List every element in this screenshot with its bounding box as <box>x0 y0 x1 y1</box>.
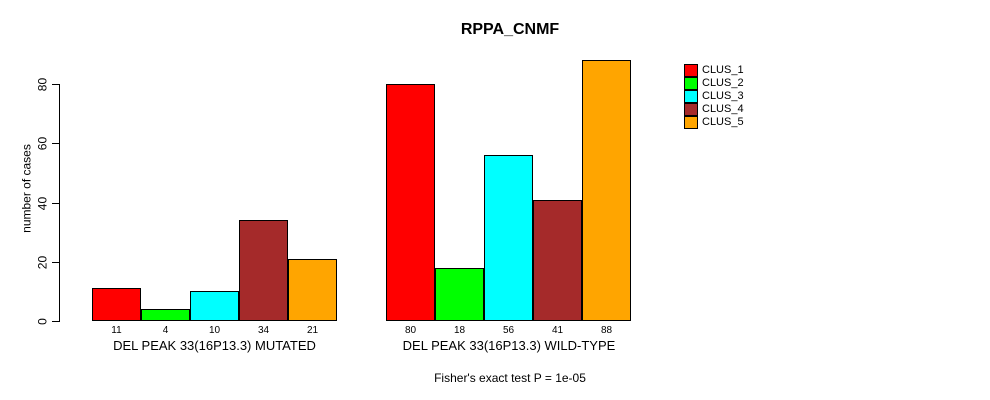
y-tick-label: 60 <box>35 136 50 151</box>
bar-clus_3-group1 <box>190 291 239 321</box>
bar-value-label: 10 <box>208 325 221 336</box>
legend-label: CLUS_5 <box>702 116 744 128</box>
legend-label: CLUS_2 <box>702 77 744 89</box>
legend-item: CLUS_5 <box>684 116 744 129</box>
legend-swatch-clus_3 <box>684 90 698 103</box>
y-axis-title: number of cases <box>19 144 34 233</box>
x-group-label-mutated: DEL PEAK 33(16P13.3) MUTATED <box>113 338 316 353</box>
y-tick-label: 40 <box>35 196 50 211</box>
bar-value-label: 11 <box>111 325 122 336</box>
legend-item: CLUS_1 <box>684 64 744 77</box>
bar-clus_4-group1 <box>239 220 288 321</box>
legend-swatch-clus_4 <box>684 103 698 116</box>
bar-clus_4-group2 <box>533 200 582 321</box>
legend-item: CLUS_2 <box>684 77 744 90</box>
chart-title: RPPA_CNMF <box>460 21 560 38</box>
legend-label: CLUS_3 <box>702 90 744 102</box>
bar-value-label: 88 <box>600 325 613 336</box>
y-tick <box>52 84 59 85</box>
bar-clus_5-group2 <box>582 60 631 321</box>
y-tick-label: 0 <box>35 318 50 325</box>
stat-annotation: Fisher's exact test P = 1e-05 <box>434 371 586 385</box>
bar-clus_2-group1 <box>141 309 190 321</box>
bar-value-label: 56 <box>502 325 515 336</box>
legend-swatch-clus_1 <box>684 64 698 77</box>
legend-item: CLUS_3 <box>684 90 744 103</box>
y-tick-label: 20 <box>35 255 50 270</box>
legend-swatch-clus_5 <box>684 116 698 129</box>
y-tick <box>52 203 59 204</box>
y-tick-label: 80 <box>35 77 50 92</box>
y-tick <box>52 143 59 144</box>
bar-value-label: 4 <box>162 325 169 336</box>
bar-clus_1-group1 <box>92 288 141 321</box>
bar-clus_2-group2 <box>435 268 484 321</box>
bar-value-label: 80 <box>404 325 417 336</box>
y-tick <box>52 262 59 263</box>
legend-label: CLUS_1 <box>702 64 744 76</box>
legend-item: CLUS_4 <box>684 103 744 116</box>
legend: CLUS_1 CLUS_2 CLUS_3 CLUS_4 CLUS_5 <box>684 64 744 129</box>
bar-value-label: 18 <box>453 325 466 336</box>
bar-clus_5-group1 <box>288 259 337 321</box>
y-tick <box>52 321 59 322</box>
bar-value-label: 41 <box>551 325 564 336</box>
legend-label: CLUS_4 <box>702 103 744 115</box>
x-group-label-wild-type: DEL PEAK 33(16P13.3) WILD-TYPE <box>402 338 616 353</box>
legend-swatch-clus_2 <box>684 77 698 90</box>
y-axis-line <box>59 84 60 322</box>
bar-clus_3-group2 <box>484 155 533 321</box>
bar-clus_1-group2 <box>386 84 435 321</box>
bar-value-label: 21 <box>306 325 319 336</box>
bar-value-label: 34 <box>257 325 270 336</box>
